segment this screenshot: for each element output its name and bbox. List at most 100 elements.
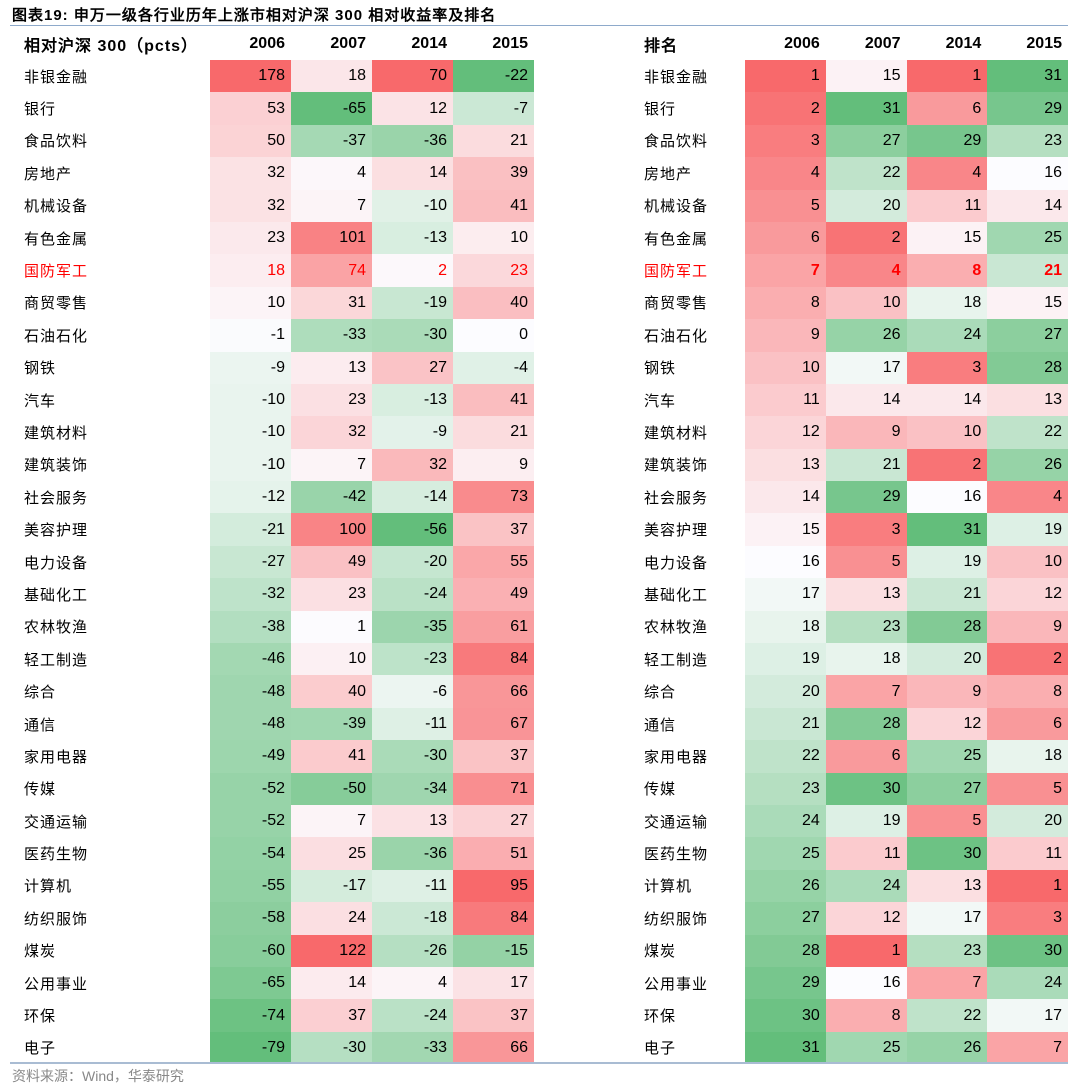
value-cell: -10 (210, 383, 291, 417)
value-cell: 27 (372, 351, 453, 384)
rank-cell: 2 (906, 448, 988, 482)
industry-label: 综合 (644, 684, 677, 702)
table-row: 商贸零售 8 10 18 15 (630, 286, 1068, 320)
table-row: 轻工制造 19 18 20 2 (630, 643, 1068, 676)
rank-cell: 10 (745, 351, 826, 384)
industry-label: 轻工制造 (24, 651, 89, 669)
table-row: 石油石化 9 26 24 27 (630, 319, 1068, 352)
rank-cell: 23 (987, 124, 1068, 158)
industry-label: 家用电器 (24, 748, 89, 766)
value-cell: 7 (291, 448, 372, 482)
industry-label: 社会服务 (644, 489, 709, 507)
value-cell: -1 (210, 319, 291, 352)
rank-cell: 29 (745, 966, 826, 1000)
value-cell: 41 (453, 189, 534, 222)
rank-cell: 1 (987, 869, 1068, 903)
rank-cell: 2 (745, 92, 826, 125)
rank-cell: 17 (987, 999, 1068, 1032)
table-row: 医药生物 25 11 30 11 (630, 837, 1068, 870)
rank-cell: 30 (745, 999, 826, 1032)
figure-title: 图表19: 申万一级各行业历年上涨市相对沪深 300 相对收益率及排名 (12, 7, 497, 24)
value-cell: 12 (372, 92, 453, 125)
value-cell: -30 (372, 740, 453, 773)
table-row: 电力设备 16 5 19 10 (630, 545, 1068, 579)
header-label: 排名 (644, 38, 679, 55)
value-cell: -7 (453, 92, 534, 125)
value-cell: -50 (291, 772, 372, 805)
value-cell: -11 (372, 869, 453, 903)
table-row: 房地产 32 4 14 39 (10, 157, 534, 190)
value-cell: -24 (372, 999, 453, 1032)
industry-label: 医药生物 (644, 846, 709, 864)
table-row: 农林牧渔 -38 1 -35 61 (10, 610, 534, 644)
value-cell: -13 (372, 383, 453, 417)
rank-cell: 8 (987, 675, 1068, 708)
rank-cell: 26 (987, 448, 1068, 482)
industry-label: 美容护理 (24, 522, 89, 540)
value-cell: 24 (291, 902, 372, 935)
rank-cell: 19 (825, 804, 907, 838)
value-cell: -14 (372, 481, 453, 514)
rank-cell: 28 (745, 934, 826, 967)
value-cell: -56 (372, 513, 453, 546)
rank-cell: 8 (825, 999, 907, 1032)
value-cell: 10 (210, 286, 291, 320)
bottom-divider (10, 1062, 1068, 1064)
rank-cell: 15 (987, 286, 1068, 320)
table-row: 家用电器 -49 41 -30 37 (10, 740, 534, 773)
industry-label: 轻工制造 (644, 651, 709, 669)
rank-cell: 14 (987, 189, 1068, 222)
value-cell: -55 (210, 869, 291, 903)
table-row: 有色金属 6 2 15 25 (630, 221, 1068, 255)
rank-cell: 9 (825, 416, 907, 449)
value-cell: 70 (372, 60, 453, 93)
industry-label: 商贸零售 (644, 295, 709, 313)
industry-label: 电力设备 (24, 554, 89, 572)
rank-cell: 14 (906, 383, 988, 417)
value-cell: 0 (453, 319, 534, 352)
value-cell: 66 (453, 1031, 534, 1065)
value-cell: 27 (453, 804, 534, 838)
rank-cell: 26 (906, 1031, 988, 1065)
table-row: 传媒 -52 -50 -34 71 (10, 772, 534, 805)
rank-cell: 30 (825, 772, 907, 805)
value-cell: -26 (372, 934, 453, 967)
rank-cell: 21 (825, 448, 907, 482)
rank-cell: 16 (745, 545, 826, 579)
table-row: 环保 30 8 22 17 (630, 999, 1068, 1032)
industry-label: 有色金属 (644, 230, 709, 248)
industry-label: 基础化工 (644, 586, 709, 604)
rank-cell: 16 (987, 157, 1068, 190)
value-cell: 14 (372, 157, 453, 190)
industry-label: 煤炭 (24, 943, 57, 961)
rank-cell: 25 (987, 221, 1068, 255)
table-row: 环保 -74 37 -24 37 (10, 999, 534, 1032)
value-cell: -10 (372, 189, 453, 222)
value-cell: 13 (291, 351, 372, 384)
table-row: 公用事业 29 16 7 24 (630, 966, 1068, 1000)
rank-cell: 19 (906, 545, 988, 579)
rank-cell: 31 (987, 60, 1068, 93)
value-cell: -19 (372, 286, 453, 320)
value-cell: 23 (291, 578, 372, 611)
value-cell: 66 (453, 675, 534, 708)
value-cell: -48 (210, 707, 291, 741)
value-cell: -21 (210, 513, 291, 546)
rank-cell: 22 (987, 416, 1068, 449)
value-cell: 49 (291, 545, 372, 579)
industry-label: 汽车 (24, 392, 57, 410)
table-row: 美容护理 -21 100 -56 37 (10, 513, 534, 546)
table-row: 建筑装饰 -10 7 32 9 (10, 448, 534, 482)
value-cell: -15 (453, 934, 534, 967)
table-row: 通信 21 28 12 6 (630, 707, 1068, 741)
value-cell: 1 (291, 610, 372, 644)
industry-label: 非银金融 (644, 68, 709, 86)
value-cell: 37 (453, 740, 534, 773)
value-cell: -42 (291, 481, 372, 514)
rank-cell: 7 (825, 675, 907, 708)
table-row: 社会服务 14 29 16 4 (630, 481, 1068, 514)
header-year: 2007 (330, 35, 366, 52)
value-cell: -4 (453, 351, 534, 384)
value-cell: -6 (372, 675, 453, 708)
rank-cell: 11 (906, 189, 988, 222)
